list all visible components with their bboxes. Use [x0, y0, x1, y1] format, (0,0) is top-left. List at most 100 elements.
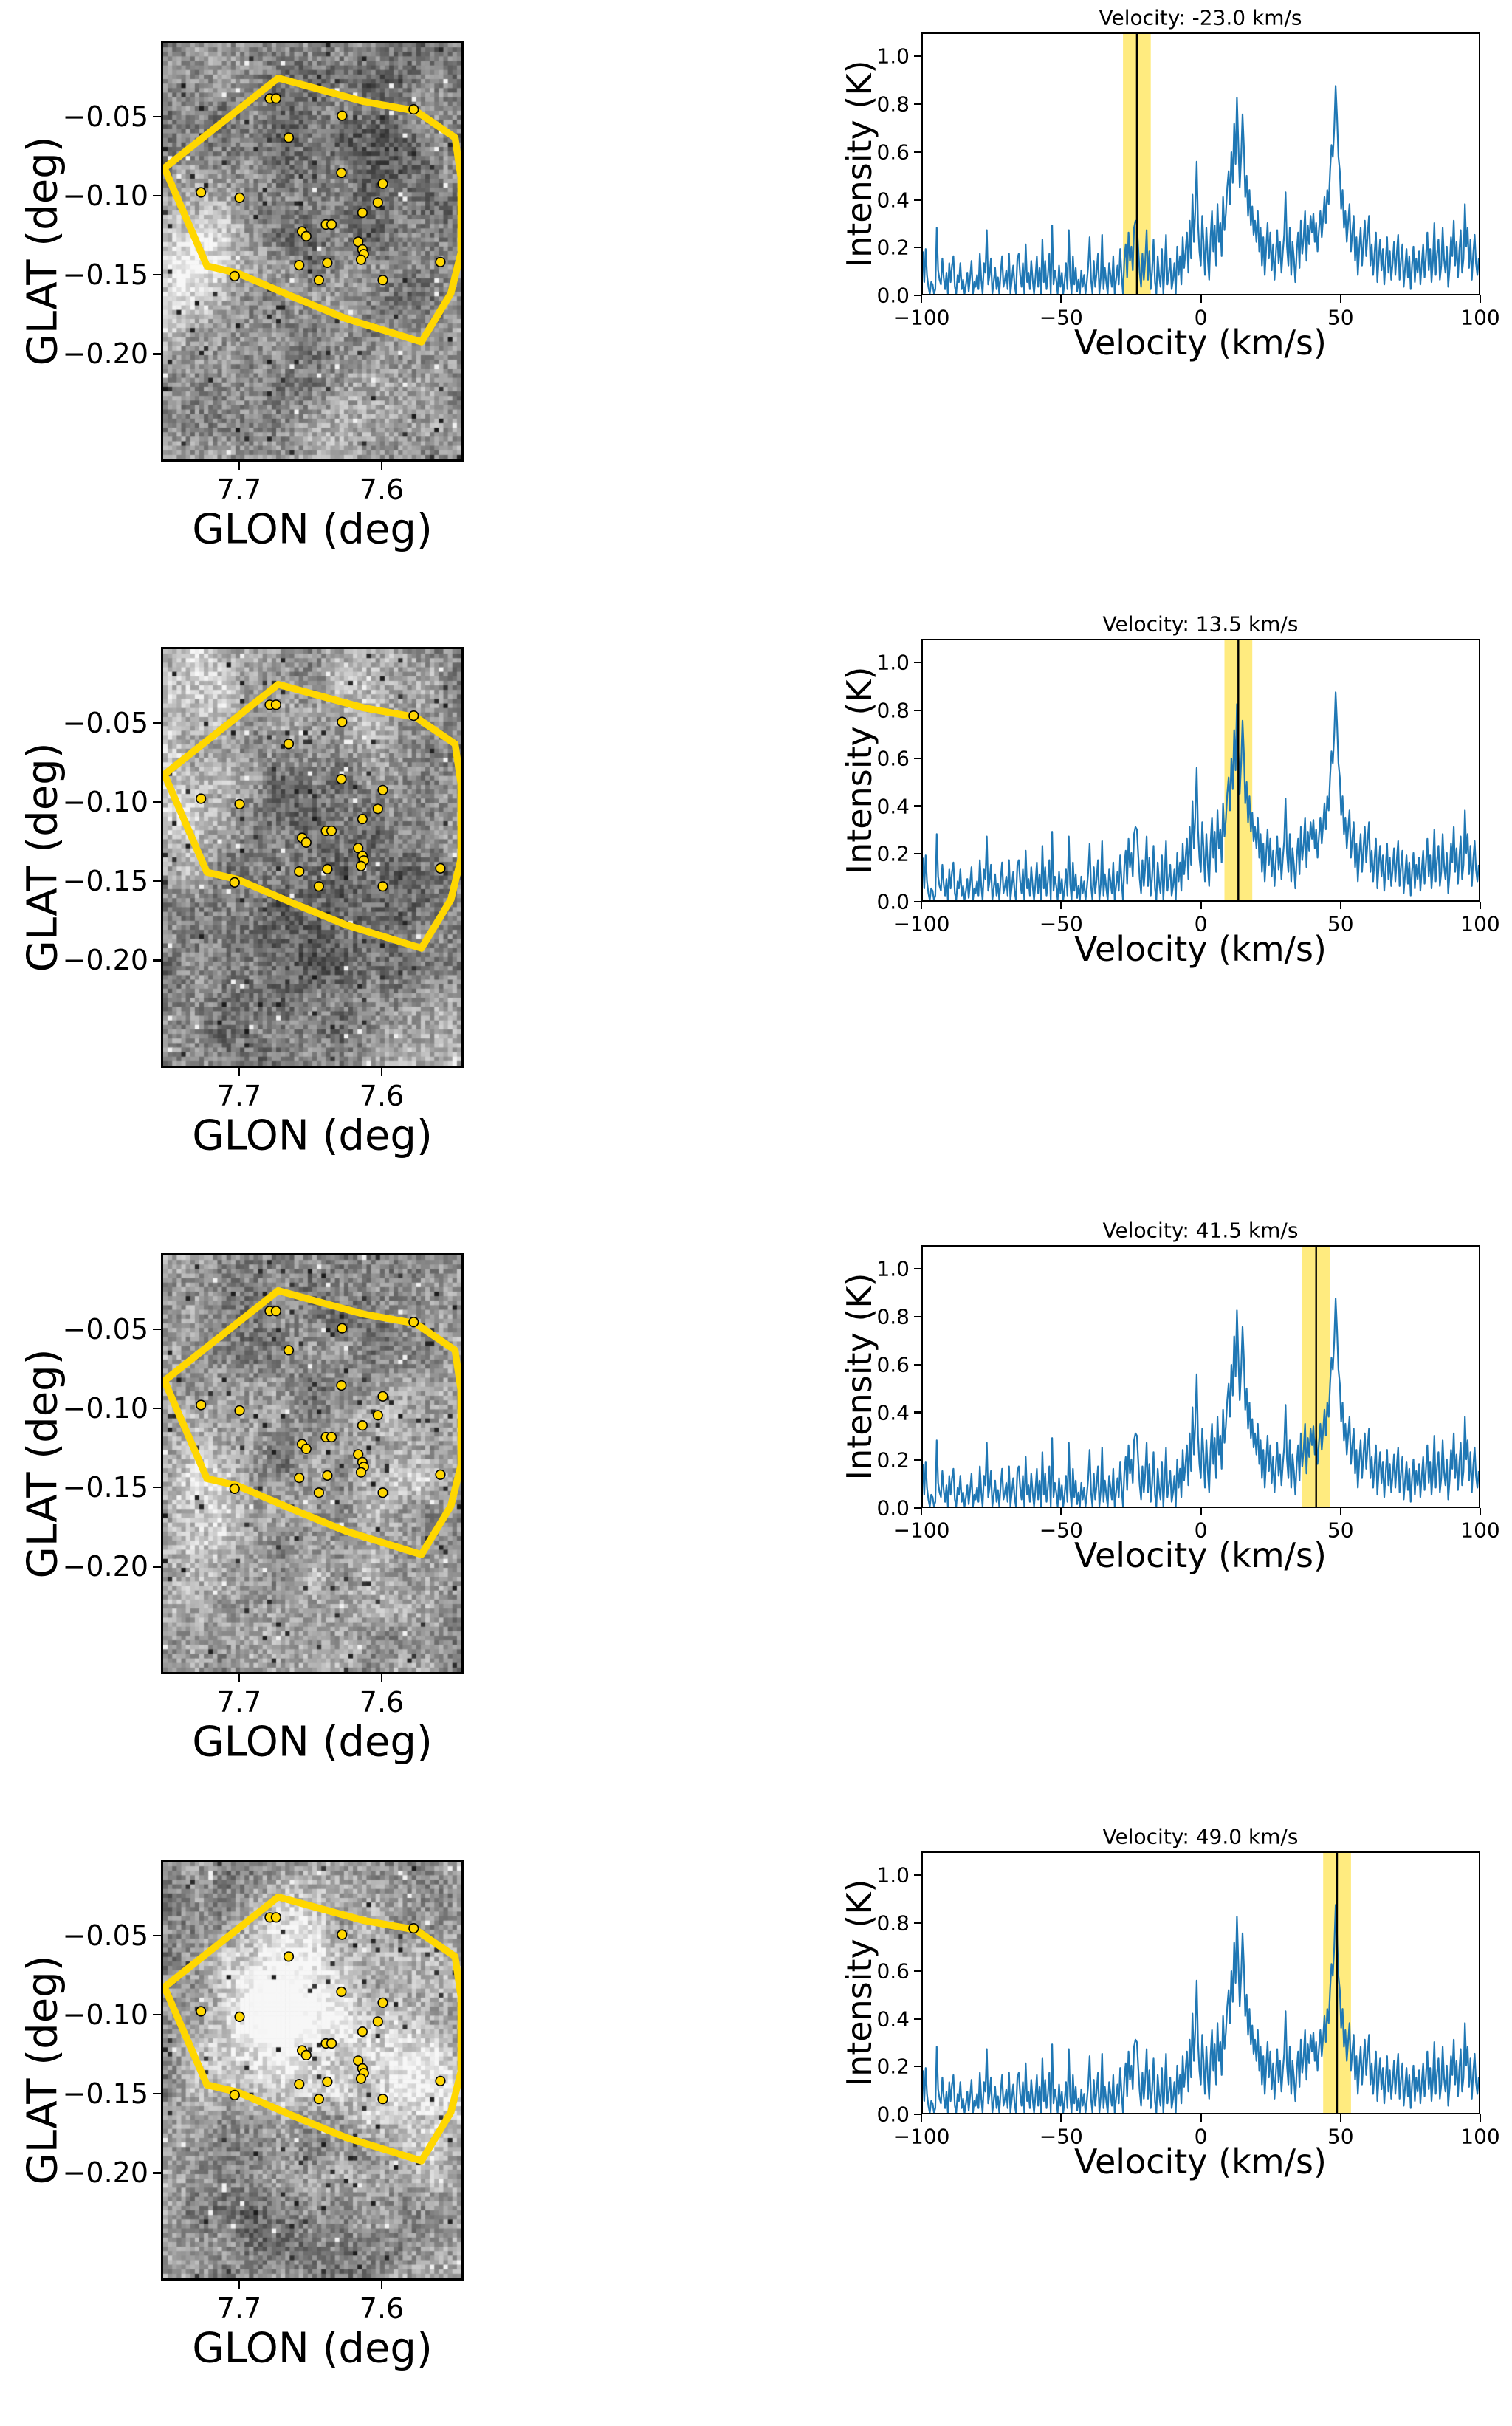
point-source-marker [294, 1473, 305, 1484]
spec-y-tick [914, 853, 921, 855]
spec-tick-label: 50 [1327, 1518, 1354, 1543]
point-source-marker [337, 110, 348, 121]
point-source-marker [355, 1467, 367, 1478]
point-source-marker [300, 2049, 312, 2060]
spec-x-tick [920, 902, 923, 909]
map-panel-row-2 [161, 647, 464, 1068]
map-tick-label: −0.15 [62, 865, 148, 898]
map-tick-label: −0.20 [62, 944, 148, 977]
glat-axis-label: GLAT (deg) [18, 1955, 67, 2185]
spec-tick-label: 50 [1327, 911, 1354, 936]
spec-tick-label: 0.0 [876, 889, 910, 914]
map-x-tick [380, 1674, 383, 1682]
spectrum-plot [923, 1853, 1479, 2113]
point-source-marker [377, 2094, 388, 2105]
map-tick-label: −0.05 [62, 1919, 148, 1952]
point-source-marker [313, 2094, 324, 2105]
map-tick-label: −0.05 [62, 100, 148, 133]
point-source-marker [408, 103, 419, 115]
map-x-tick [380, 1068, 383, 1076]
spec-tick-label: 0.2 [876, 1447, 910, 1473]
spec-tick-label: −50 [1039, 911, 1083, 936]
spectrum-panel-row-3 [921, 1245, 1480, 1508]
point-source-marker [283, 1951, 295, 1962]
glat-axis-label: GLAT (deg) [18, 1349, 67, 1579]
map-tick-label: −0.15 [62, 258, 148, 292]
map-y-tick [153, 801, 161, 803]
map-tick-label: 7.7 [216, 2292, 262, 2325]
map-panel-row-4 [161, 1860, 464, 2281]
map-y-tick [153, 1407, 161, 1410]
spec-tick-label: 0.8 [876, 92, 910, 117]
spectrum-line [923, 85, 1479, 294]
intensity-axis-label: Intensity (K) [839, 666, 879, 874]
map-overlay [163, 680, 461, 952]
spec-y-tick [914, 1363, 921, 1366]
map-y-tick [153, 2092, 161, 2095]
map-panel-row-3 [161, 1253, 464, 1674]
velocity-axis-label: Velocity (km/s) [1074, 1535, 1327, 1575]
intensity-axis-label: Intensity (K) [839, 60, 879, 268]
spec-tick-label: 0.0 [876, 2102, 910, 2127]
point-source-marker [357, 814, 368, 825]
spec-tick-label: −100 [893, 2124, 950, 2149]
spec-y-tick [914, 247, 921, 249]
point-source-marker [270, 699, 281, 710]
spec-tick-label: 0.6 [876, 1352, 910, 1377]
glon-axis-label: GLON (deg) [192, 1111, 433, 1160]
map-x-tick [380, 462, 383, 470]
spec-y-tick [914, 294, 921, 297]
spectrum-panel-row-1 [921, 32, 1480, 295]
spec-y-tick [914, 199, 921, 201]
point-source-marker [322, 257, 333, 269]
map-y-tick [153, 2172, 161, 2174]
spec-tick-label: −100 [893, 305, 950, 330]
point-source-marker [408, 1922, 419, 1934]
spec-y-tick [914, 2018, 921, 2020]
point-source-marker [196, 1399, 207, 1411]
aperture-polygon [163, 1893, 461, 2165]
velocity-axis-label: Velocity (km/s) [1074, 2142, 1327, 2182]
map-tick-label: −0.20 [62, 2156, 148, 2190]
map-tick-label: −0.10 [62, 1392, 148, 1425]
spec-x-tick [920, 2114, 923, 2122]
point-source-marker [372, 197, 383, 208]
spec-tick-label: 0.4 [876, 2007, 910, 2032]
point-source-marker [270, 1912, 281, 1923]
spec-y-tick [914, 2113, 921, 2116]
aperture-polygon [163, 680, 461, 952]
point-source-marker [300, 837, 312, 848]
row-1: GLAT (deg) GLON (deg) Velocity: -23.0 km… [0, 0, 1512, 606]
spec-tick-label: 0.2 [876, 841, 910, 866]
map-y-tick [153, 722, 161, 724]
spec-x-tick [920, 1508, 923, 1515]
point-source-marker [234, 1405, 245, 1416]
point-source-marker [326, 1431, 337, 1443]
point-source-marker [435, 256, 446, 267]
map-tick-label: 7.7 [216, 1686, 262, 1719]
point-source-marker [377, 881, 388, 892]
spec-tick-label: −50 [1039, 305, 1083, 330]
spec-tick-label: 100 [1460, 911, 1500, 936]
map-tick-label: −0.10 [62, 179, 148, 212]
point-source-marker [355, 2073, 367, 2084]
point-source-marker [313, 1487, 324, 1498]
map-overlay [163, 1893, 461, 2165]
point-source-marker [353, 843, 364, 854]
spectrum-line [923, 1904, 1479, 2113]
spec-y-tick [914, 1411, 921, 1414]
spec-x-tick [1479, 2114, 1482, 2122]
map-y-tick [153, 1328, 161, 1331]
intensity-axis-label: Intensity (K) [839, 1272, 879, 1481]
velocity-axis-label: Velocity (km/s) [1074, 323, 1327, 363]
map-y-tick [153, 353, 161, 355]
spec-x-tick [1339, 1508, 1341, 1515]
point-source-marker [196, 793, 207, 804]
point-source-marker [229, 1483, 240, 1495]
point-source-marker [196, 187, 207, 198]
spec-x-tick [1479, 295, 1482, 303]
point-source-marker [435, 863, 446, 874]
point-source-marker [270, 1306, 281, 1317]
map-y-tick [153, 1566, 161, 1568]
